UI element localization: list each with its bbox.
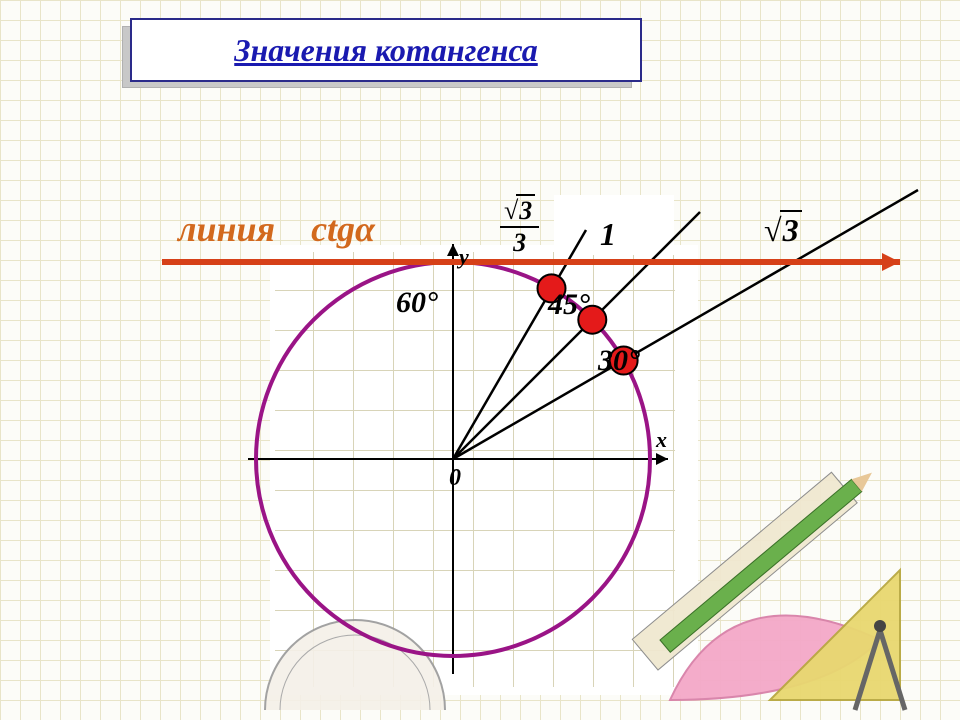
cotangent-line-label: линия ctgα [178, 208, 375, 250]
angle-label-30: 30° [598, 344, 640, 378]
axis-x-label: x [656, 427, 667, 453]
line-label-left: линия [178, 209, 275, 249]
angle-label-60: 60° [396, 286, 438, 320]
axis-y-label: y [459, 244, 469, 270]
origin-label: 0 [449, 465, 461, 492]
line-label-right: ctgα [311, 209, 375, 249]
value-label-sqrt3: 3 [764, 212, 802, 249]
value-label-sqrt3-over-3: 33 [500, 196, 539, 258]
value-label-one: 1 [600, 216, 616, 253]
diagram-svg [0, 0, 960, 720]
angle-label-45: 45° [548, 288, 590, 322]
